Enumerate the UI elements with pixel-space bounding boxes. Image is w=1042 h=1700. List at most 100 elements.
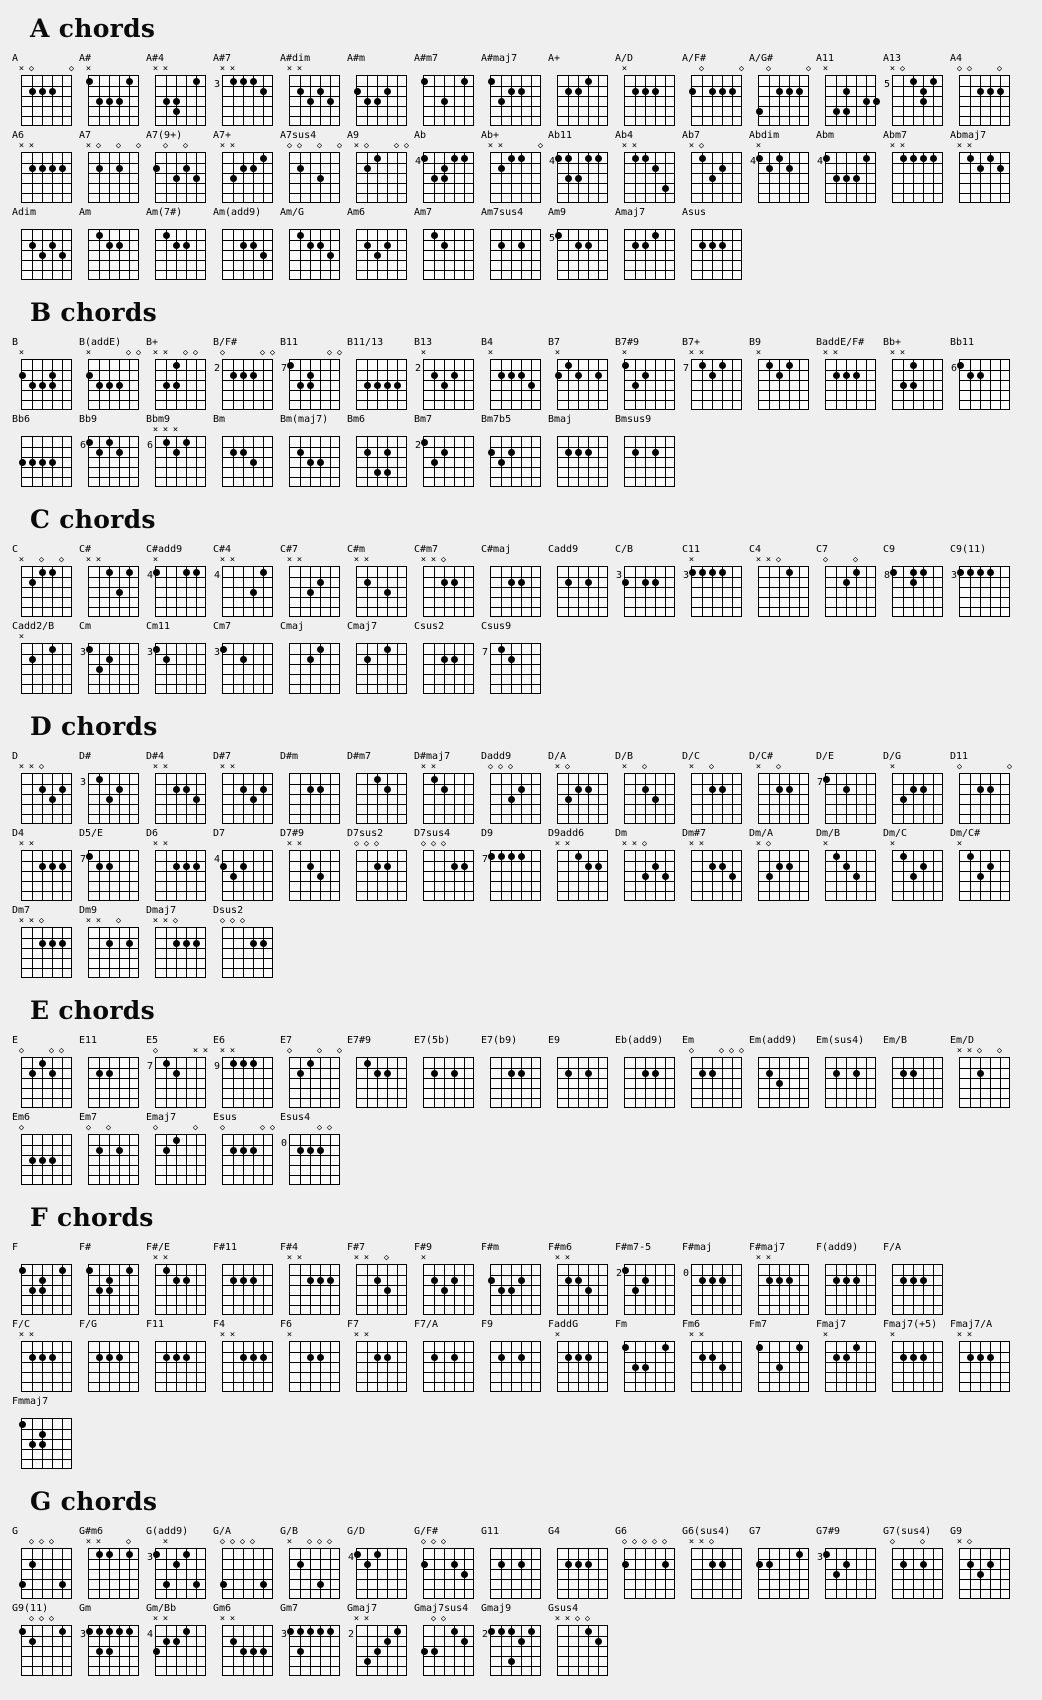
- chord-diagram[interactable]: G#m6 × × ◇: [79, 1526, 146, 1599]
- chord-diagram[interactable]: G(add9) 3 ×: [146, 1526, 213, 1599]
- chord-diagram[interactable]: Abdim 4 ×: [749, 130, 816, 203]
- chord-diagram[interactable]: G6(sus4) × × ◇: [682, 1526, 749, 1599]
- chord-diagram[interactable]: Csus9 7: [481, 621, 548, 694]
- chord-diagram[interactable]: A#m: [347, 53, 414, 126]
- chord-diagram[interactable]: E11: [79, 1035, 146, 1108]
- chord-diagram[interactable]: B(addE) × ◇ ◇: [79, 337, 146, 410]
- chord-diagram[interactable]: C/B 3: [615, 544, 682, 617]
- chord-diagram[interactable]: Em ◇ ◇ ◇ ◇: [682, 1035, 749, 1108]
- chord-diagram[interactable]: D#4 × ×: [146, 751, 213, 824]
- chord-diagram[interactable]: D#7 × ×: [213, 751, 280, 824]
- chord-diagram[interactable]: E7#9: [347, 1035, 414, 1108]
- chord-diagram[interactable]: D/C × ◇: [682, 751, 749, 824]
- chord-diagram[interactable]: Em/B: [883, 1035, 950, 1108]
- chord-diagram[interactable]: F#11: [213, 1242, 280, 1315]
- chord-diagram[interactable]: F#m: [481, 1242, 548, 1315]
- chord-diagram[interactable]: C# × ×: [79, 544, 146, 617]
- chord-diagram[interactable]: F#7 × × ◇: [347, 1242, 414, 1315]
- chord-diagram[interactable]: D4 × ×: [12, 828, 79, 901]
- chord-diagram[interactable]: Dm/B ×: [816, 828, 883, 901]
- chord-diagram[interactable]: F7/A: [414, 1319, 481, 1392]
- chord-diagram[interactable]: Dm/A × ◇: [749, 828, 816, 901]
- chord-diagram[interactable]: Abm 4: [816, 130, 883, 203]
- chord-diagram[interactable]: E9: [548, 1035, 615, 1108]
- chord-diagram[interactable]: Gm7 3: [280, 1603, 347, 1676]
- chord-diagram[interactable]: G9(11) ◇ ◇ ◇: [12, 1603, 79, 1676]
- chord-diagram[interactable]: C × ◇ ◇: [12, 544, 79, 617]
- chord-diagram[interactable]: Am7sus4: [481, 207, 548, 280]
- chord-diagram[interactable]: A#4 × ×: [146, 53, 213, 126]
- chord-diagram[interactable]: BaddE/F# × ×: [816, 337, 883, 410]
- chord-diagram[interactable]: A/G# ◇ ◇: [749, 53, 816, 126]
- chord-diagram[interactable]: C#add9 4 ×: [146, 544, 213, 617]
- chord-diagram[interactable]: Eb(add9): [615, 1035, 682, 1108]
- chord-diagram[interactable]: Cmaj: [280, 621, 347, 694]
- chord-diagram[interactable]: A/F# ◇ ◇: [682, 53, 749, 126]
- chord-diagram[interactable]: C9(11) 3: [950, 544, 1017, 617]
- chord-diagram[interactable]: Gsus4 × × ◇ ◇: [548, 1603, 615, 1676]
- chord-diagram[interactable]: F/G: [79, 1319, 146, 1392]
- chord-diagram[interactable]: F(add9): [816, 1242, 883, 1315]
- chord-diagram[interactable]: D9 7: [481, 828, 548, 901]
- chord-diagram[interactable]: Bb9 6: [79, 414, 146, 487]
- chord-diagram[interactable]: Ab4 × ×: [615, 130, 682, 203]
- chord-diagram[interactable]: Cadd9: [548, 544, 615, 617]
- chord-diagram[interactable]: A#7 3 × ×: [213, 53, 280, 126]
- chord-diagram[interactable]: B11 7 ◇ ◇: [280, 337, 347, 410]
- chord-diagram[interactable]: D/G ×: [883, 751, 950, 824]
- chord-diagram[interactable]: Em6 ◇: [12, 1112, 79, 1185]
- chord-diagram[interactable]: A+: [548, 53, 615, 126]
- chord-diagram[interactable]: D# 3: [79, 751, 146, 824]
- chord-diagram[interactable]: Bb11 6: [950, 337, 1017, 410]
- chord-diagram[interactable]: A/D ×: [615, 53, 682, 126]
- chord-diagram[interactable]: Gmaj7 2 × ×: [347, 1603, 414, 1676]
- chord-diagram[interactable]: G/D 4: [347, 1526, 414, 1599]
- chord-diagram[interactable]: Bmsus9: [615, 414, 682, 487]
- chord-diagram[interactable]: B11/13: [347, 337, 414, 410]
- chord-diagram[interactable]: F#4 × ×: [280, 1242, 347, 1315]
- chord-diagram[interactable]: D/A × ◇: [548, 751, 615, 824]
- chord-diagram[interactable]: G11: [481, 1526, 548, 1599]
- chord-diagram[interactable]: Gmaj7sus4 ◇ ◇: [414, 1603, 481, 1676]
- chord-diagram[interactable]: D7sus2 ◇ ◇ ◇: [347, 828, 414, 901]
- chord-diagram[interactable]: Em(sus4): [816, 1035, 883, 1108]
- chord-diagram[interactable]: Fm: [615, 1319, 682, 1392]
- chord-diagram[interactable]: Bm7 2: [414, 414, 481, 487]
- chord-diagram[interactable]: C4 × × ◇: [749, 544, 816, 617]
- chord-diagram[interactable]: G/F# ◇ ◇ ◇: [414, 1526, 481, 1599]
- chord-diagram[interactable]: D/B × ◇: [615, 751, 682, 824]
- chord-diagram[interactable]: Ab7 × ◇: [682, 130, 749, 203]
- chord-diagram[interactable]: Esus ◇ ◇ ◇: [213, 1112, 280, 1185]
- chord-diagram[interactable]: Fmaj7 ×: [816, 1319, 883, 1392]
- chord-diagram[interactable]: Bbm9 6 × × ×: [146, 414, 213, 487]
- chord-diagram[interactable]: Cm11 3: [146, 621, 213, 694]
- chord-diagram[interactable]: Csus2: [414, 621, 481, 694]
- chord-diagram[interactable]: C9 8: [883, 544, 950, 617]
- chord-diagram[interactable]: Amaj7: [615, 207, 682, 280]
- chord-diagram[interactable]: Bm6: [347, 414, 414, 487]
- chord-diagram[interactable]: Ab+ × × ◇: [481, 130, 548, 203]
- chord-diagram[interactable]: Dm/C ×: [883, 828, 950, 901]
- chord-diagram[interactable]: D9add6 × ×: [548, 828, 615, 901]
- chord-diagram[interactable]: G9 × ◇: [950, 1526, 1017, 1599]
- chord-diagram[interactable]: Fmaj7(+5) ×: [883, 1319, 950, 1392]
- chord-diagram[interactable]: G4: [548, 1526, 615, 1599]
- chord-diagram[interactable]: Gmaj9 2: [481, 1603, 548, 1676]
- chord-diagram[interactable]: B/F# 2 ◇ ◇ ◇: [213, 337, 280, 410]
- chord-diagram[interactable]: Am: [79, 207, 146, 280]
- chord-diagram[interactable]: A13 5 × ◇: [883, 53, 950, 126]
- chord-diagram[interactable]: A4 ◇ ◇ ◇: [950, 53, 1017, 126]
- chord-diagram[interactable]: Dm/C# ×: [950, 828, 1017, 901]
- chord-diagram[interactable]: A × ◇ ◇: [12, 53, 79, 126]
- chord-diagram[interactable]: Bmaj: [548, 414, 615, 487]
- chord-diagram[interactable]: D/E 7: [816, 751, 883, 824]
- chord-diagram[interactable]: B4 ×: [481, 337, 548, 410]
- chord-diagram[interactable]: Emaj7 ◇ ◇: [146, 1112, 213, 1185]
- chord-diagram[interactable]: Am6: [347, 207, 414, 280]
- chord-diagram[interactable]: D#m: [280, 751, 347, 824]
- chord-diagram[interactable]: F#m6 × ×: [548, 1242, 615, 1315]
- chord-diagram[interactable]: Fm6 × ×: [682, 1319, 749, 1392]
- chord-diagram[interactable]: Abm7 × ×: [883, 130, 950, 203]
- chord-diagram[interactable]: A7sus4 ◇ ◇ ◇ ◇: [280, 130, 347, 203]
- chord-diagram[interactable]: E ◇ ◇ ◇: [12, 1035, 79, 1108]
